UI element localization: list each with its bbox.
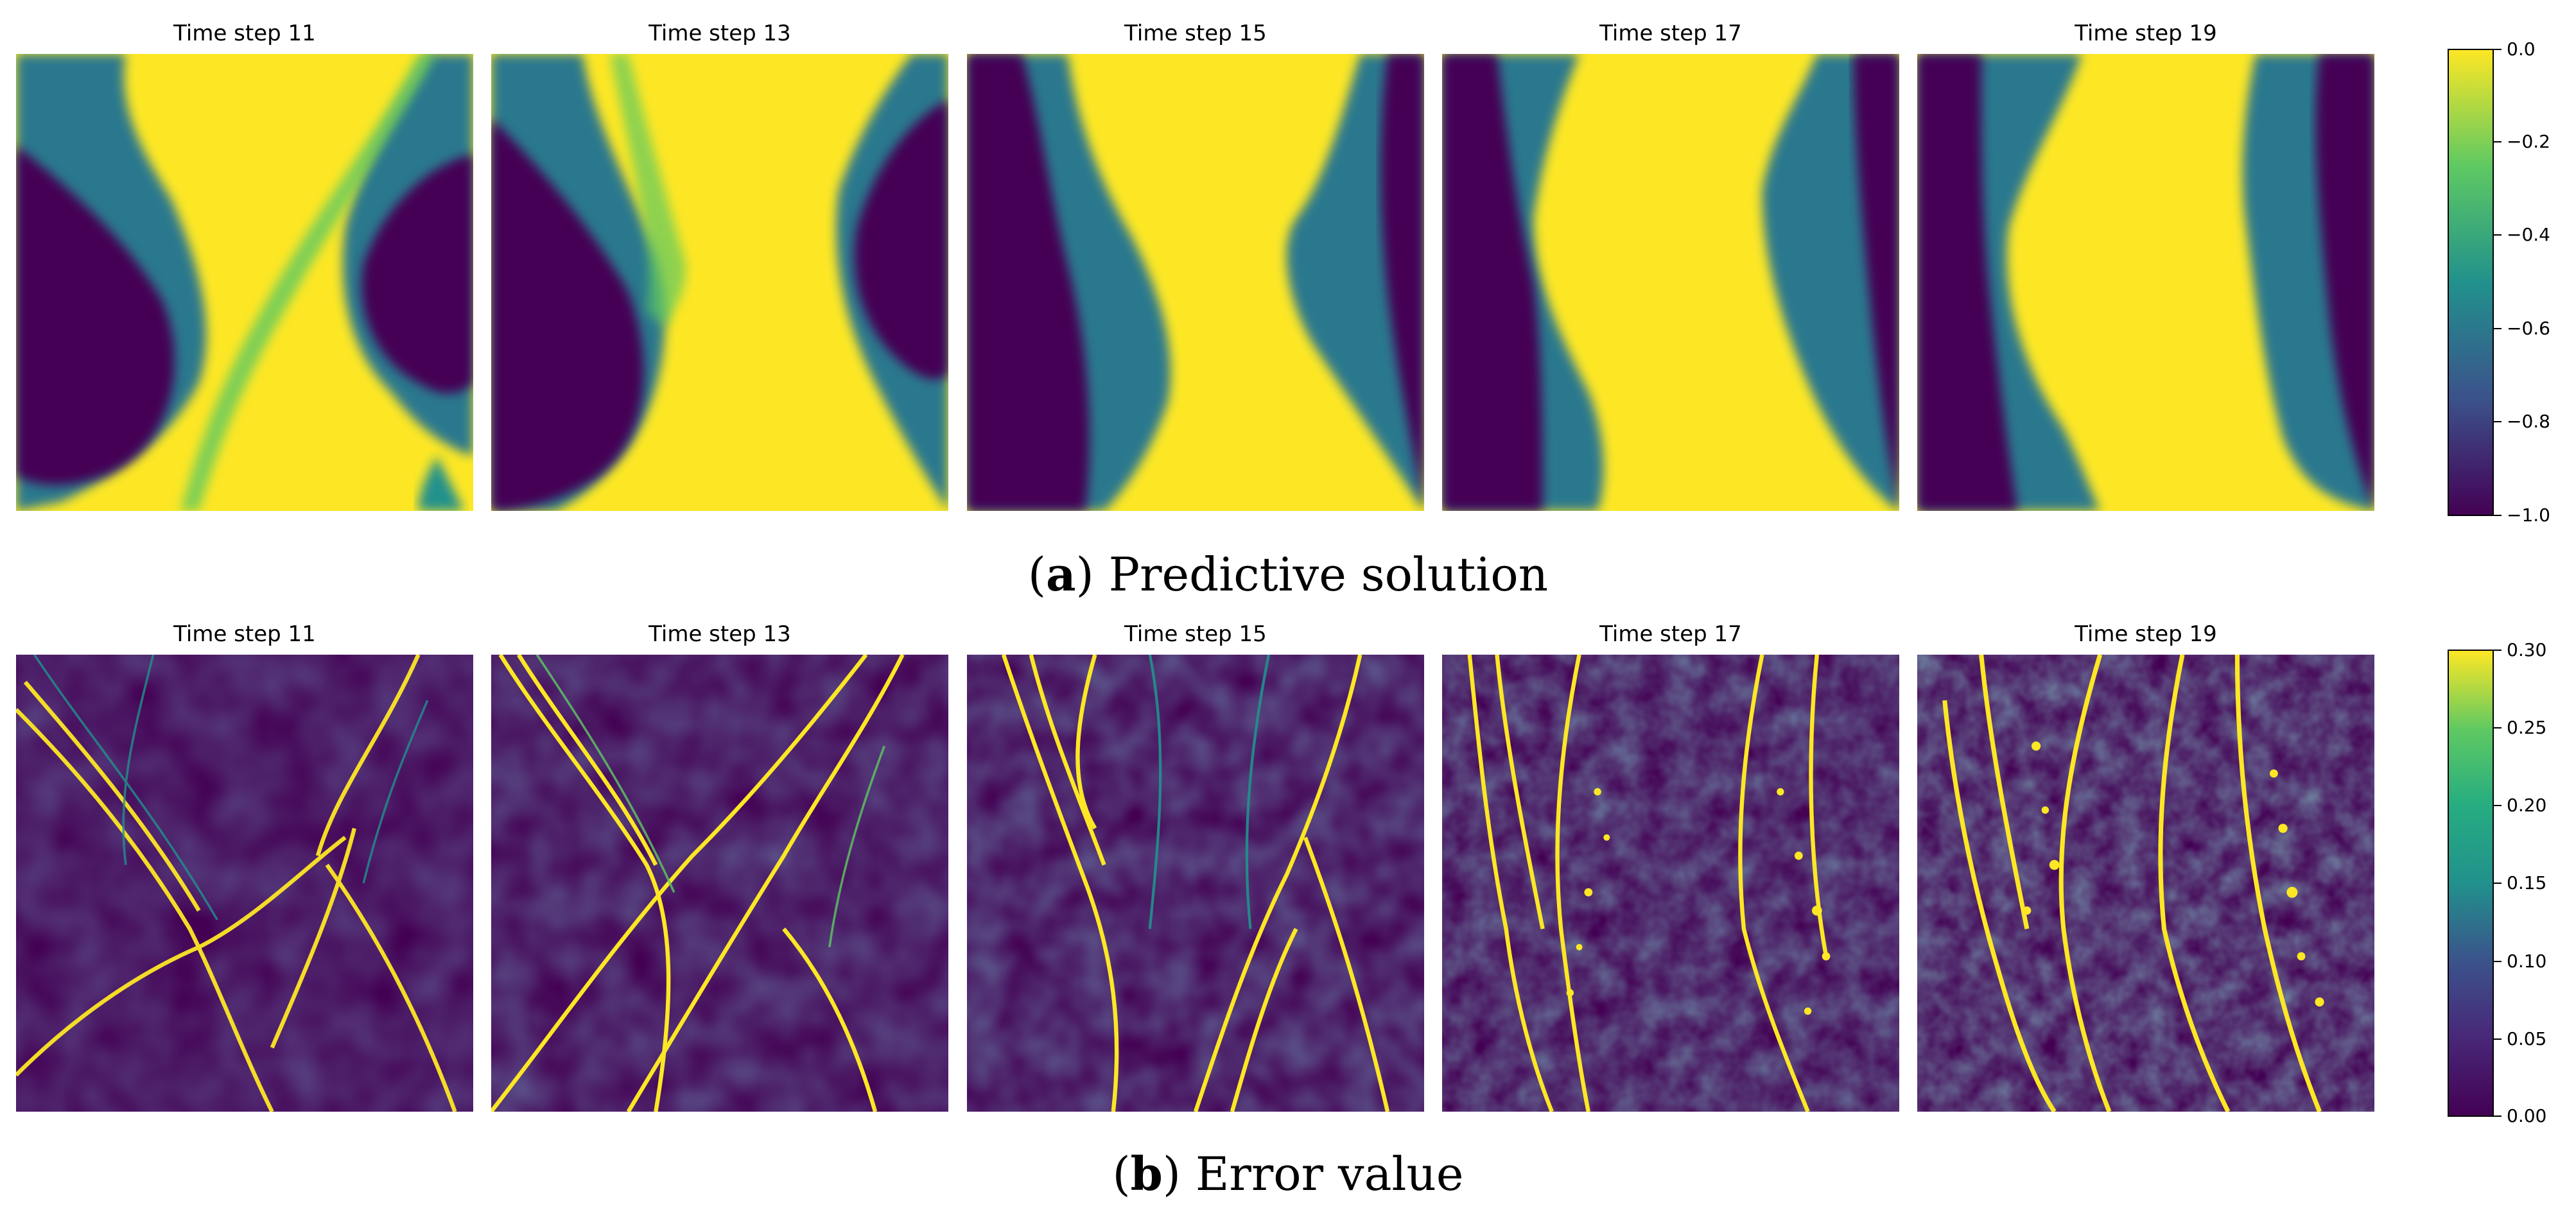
heatmap-error-step-15: [967, 655, 1424, 1112]
panel-title: Time step 15: [1124, 21, 1267, 46]
tick-label: −0.6: [2507, 318, 2550, 339]
tick-mark: [2494, 328, 2502, 329]
heatmap-error-step-17: [1442, 655, 1899, 1112]
tick-mark: [2494, 650, 2502, 651]
tick-mark: [2494, 883, 2502, 884]
panel-title: Time step 11: [173, 21, 316, 46]
tick-label: −0.2: [2507, 131, 2550, 152]
tick-mark: [2494, 961, 2502, 962]
tick-label: 0.00: [2507, 1105, 2547, 1126]
caption-a: (a) Predictive solution: [1027, 547, 1549, 601]
colorbar-error: [2448, 650, 2494, 1117]
caption-b: (b) Error value: [1112, 1146, 1464, 1201]
heatmap-error-step-11: [16, 655, 473, 1112]
tick-label: −0.4: [2507, 224, 2550, 245]
heatmap-predictive-step-13: [491, 54, 948, 511]
tick-mark: [2494, 1116, 2502, 1117]
panel-title: Time step 17: [1599, 21, 1742, 46]
panel-title: Time step 17: [1599, 621, 1742, 647]
tick-mark: [2494, 1038, 2502, 1040]
caption-letter: a: [1046, 547, 1076, 601]
panel-title: Time step 13: [648, 21, 791, 46]
heatmap-predictive-step-17: [1442, 54, 1899, 511]
heatmap-error-step-19: [1917, 655, 2374, 1112]
panel-title: Time step 19: [2075, 621, 2217, 647]
tick-label: 0.15: [2507, 872, 2547, 893]
tick-label: 0.30: [2507, 639, 2547, 660]
panel-title: Time step 11: [173, 621, 316, 647]
tick-label: 0.05: [2507, 1028, 2547, 1049]
tick-label: −0.8: [2507, 411, 2550, 432]
caption-text: Predictive solution: [1108, 547, 1549, 601]
panel-title: Time step 19: [2075, 21, 2217, 46]
panel-title: Time step 15: [1124, 621, 1267, 647]
tick-label: −1.0: [2507, 504, 2550, 526]
heatmap-predictive-step-11: [16, 54, 473, 511]
tick-mark: [2494, 515, 2502, 516]
colorbar-predictive: [2448, 49, 2494, 516]
tick-mark: [2494, 141, 2502, 142]
tick-label: 0.0: [2507, 39, 2536, 60]
tick-mark: [2494, 234, 2502, 236]
tick-mark: [2494, 805, 2502, 806]
heatmap-error-step-13: [491, 655, 948, 1112]
tick-label: 0.20: [2507, 795, 2547, 816]
tick-label: 0.10: [2507, 951, 2547, 972]
caption-text: Error value: [1195, 1147, 1464, 1201]
tick-mark: [2494, 421, 2502, 422]
tick-label: 0.25: [2507, 717, 2547, 738]
heatmap-predictive-step-19: [1917, 54, 2374, 511]
panel-title: Time step 13: [648, 621, 791, 647]
caption-letter: b: [1130, 1146, 1163, 1201]
tick-mark: [2494, 49, 2502, 50]
tick-mark: [2494, 727, 2502, 728]
heatmap-predictive-step-15: [967, 54, 1424, 511]
